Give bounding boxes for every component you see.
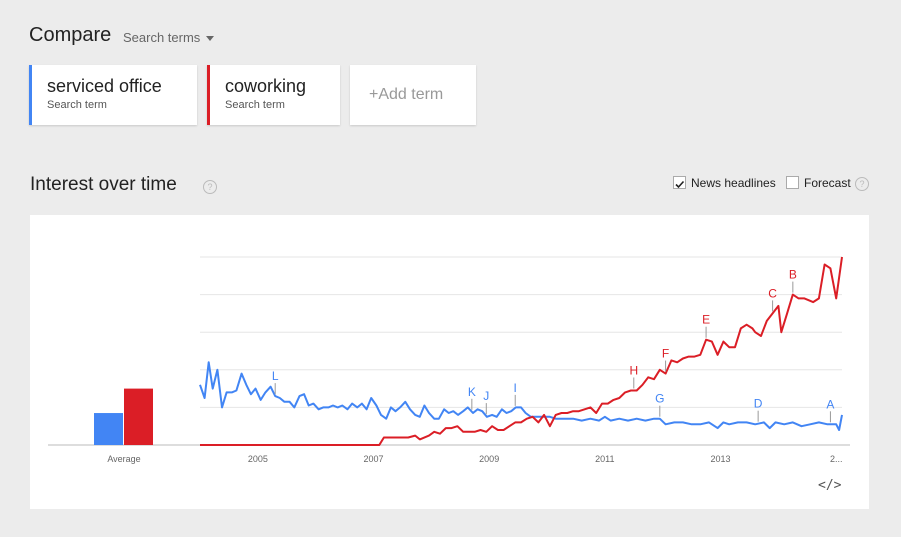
- annotation-label-K: K: [468, 385, 476, 399]
- annotation-label-B: B: [789, 268, 797, 282]
- help-icon[interactable]: ?: [855, 177, 869, 191]
- annotation-label-J: J: [483, 389, 489, 403]
- embed-code-icon[interactable]: </>: [818, 478, 842, 493]
- term-color-bar: [29, 65, 32, 125]
- news-headlines-checkbox[interactable]: [673, 176, 686, 189]
- series-line-serviced-office: [199, 361, 843, 431]
- term-color-bar: [207, 65, 210, 125]
- term-subtitle: Search term: [225, 99, 285, 111]
- chart-panel: 2005 2007 2009 2011 2013 2... Average L K J I G D A H F…: [30, 215, 869, 509]
- annotation-label-A: A: [826, 397, 834, 411]
- term-name: coworking: [225, 76, 307, 96]
- average-label: Average: [107, 454, 140, 464]
- x-tick-label: 2007: [363, 454, 383, 464]
- term-subtitle: Search term: [47, 99, 107, 111]
- annotation-label-H: H: [629, 363, 638, 377]
- average-bar-serviced-office: [94, 413, 123, 445]
- caret-down-icon: [206, 36, 215, 42]
- term-card-serviced-office[interactable]: serviced office Search term: [29, 65, 197, 125]
- annotation-label-C: C: [768, 286, 777, 300]
- series-line-coworking: [200, 256, 843, 446]
- checkmark-icon: [675, 180, 685, 189]
- x-tick-label: 2011: [595, 454, 614, 464]
- average-bar-coworking: [124, 388, 153, 445]
- annotation-label-L: L: [272, 369, 279, 383]
- annotation-label-I: I: [514, 381, 517, 395]
- search-terms-dropdown[interactable]: Search terms: [123, 30, 215, 45]
- x-tick-label: 2005: [248, 454, 268, 464]
- compare-title: Compare: [29, 24, 112, 46]
- x-tick-label: 2013: [711, 454, 731, 464]
- news-headlines-label: News headlines: [691, 176, 776, 190]
- interest-chart: 2005 2007 2009 2011 2013 2... Average L K J I G D A H F…: [48, 256, 850, 464]
- help-icon[interactable]: ?: [203, 180, 217, 194]
- forecast-checkbox[interactable]: [786, 176, 799, 189]
- search-terms-dropdown-label: Search terms: [123, 30, 201, 45]
- annotation-label-E: E: [702, 313, 710, 327]
- annotation-label-G: G: [655, 392, 664, 406]
- term-name: serviced office: [47, 76, 162, 96]
- x-tick-label: 2...: [830, 454, 843, 464]
- term-card-coworking[interactable]: coworking Search term: [207, 65, 340, 125]
- annotation-label-F: F: [662, 347, 669, 361]
- annotation-label-D: D: [754, 397, 763, 411]
- forecast-label: Forecast: [804, 176, 851, 190]
- add-term-label: +Add term: [369, 86, 444, 103]
- add-term-button[interactable]: +Add term: [350, 65, 476, 125]
- x-tick-label: 2009: [479, 454, 499, 464]
- interest-over-time-title: Interest over time: [30, 174, 177, 195]
